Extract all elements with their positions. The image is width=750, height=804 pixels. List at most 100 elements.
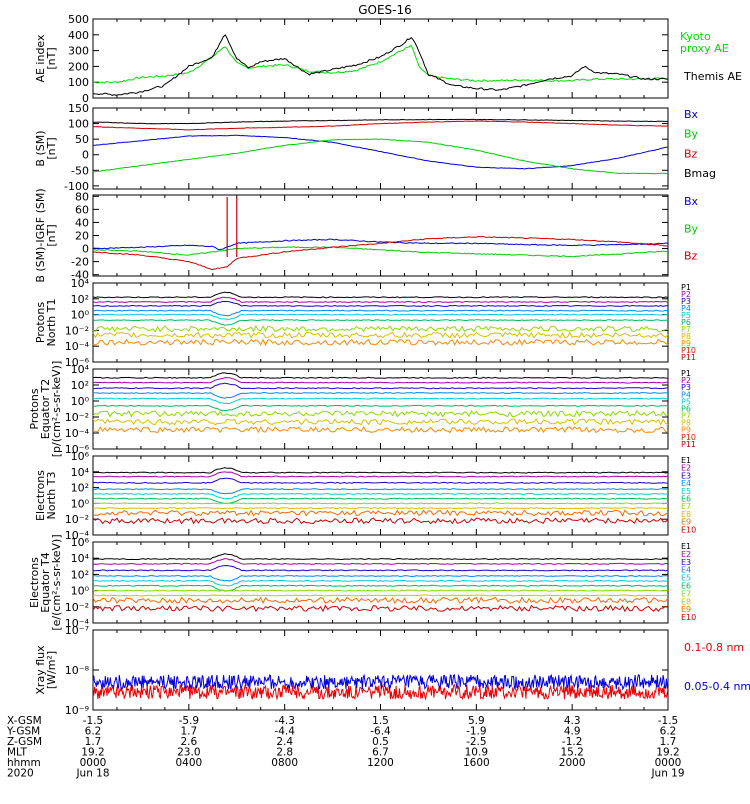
legend-p5: P5 [681, 397, 691, 406]
y-tick-label: 10⁻² [65, 601, 89, 614]
panel-frame [92, 629, 669, 711]
x-axis-value: 1.5 [372, 715, 389, 727]
x-axis-value: 2.8 [276, 747, 293, 759]
x-axis-value: 15.2 [560, 747, 583, 759]
legend-p7: P7 [681, 325, 691, 334]
legend-e3: E3 [681, 471, 691, 480]
legend-p8: P8 [681, 419, 691, 428]
y-tick-label: 10⁻⁴ [65, 529, 90, 542]
y-tick-label: 60 [75, 203, 89, 216]
series-e9 [92, 509, 669, 517]
x-axis-value: 2.6 [180, 736, 197, 748]
y-axis-label: B (SM) [34, 130, 47, 166]
legend-p8: P8 [681, 332, 691, 341]
series-themis-ae [92, 34, 669, 96]
series-bmag [93, 118, 669, 125]
y-tick-label: 10⁻⁴ [65, 617, 90, 630]
x-axis-row-label: MLT [7, 747, 27, 759]
x-axis-value: 6.2 [85, 726, 102, 738]
legend-e7: E7 [681, 502, 691, 511]
y-tick-label: 10² [71, 379, 89, 392]
series-p6 [92, 404, 669, 412]
y-tick-label: 10⁻⁶ [65, 356, 90, 369]
series-p9 [92, 338, 669, 347]
panel-frame [92, 368, 669, 450]
y-tick-label: 10⁻⁶ [65, 443, 90, 456]
y-tick-label: 10⁻² [65, 411, 89, 424]
legend-e4: E4 [681, 479, 691, 488]
y-tick-label: 10⁴ [71, 552, 90, 565]
x-axis-value: 1.7 [660, 736, 677, 748]
plot-title: GOES-16 [358, 3, 412, 17]
panel-xray: 10⁻⁷ 10⁻⁸ 10⁻⁹ Xray flux[W/m²] 0.1-0.8 nm 0.0… [34, 624, 750, 717]
y-tick-label: 10⁴ [71, 363, 90, 376]
legend-by: By [684, 128, 699, 141]
y-tick-label: 300 [68, 45, 89, 58]
series-e5 [92, 579, 669, 587]
legend-e9: E9 [681, 518, 691, 527]
y-tick-label: 10⁰ [71, 395, 90, 408]
y-axis-label: North T1 [45, 299, 58, 347]
y-tick-label: 10² [71, 293, 89, 306]
x-axis-row-label: 2020 [7, 768, 34, 780]
legend-e5: E5 [681, 487, 691, 496]
series-e1 [92, 553, 669, 561]
x-axis-table: X-GSMY-GSMZ-GSMMLThhmm2020-1.56.21.719.2… [6, 715, 685, 780]
y-tick-label: 10⁻² [65, 324, 89, 337]
series-e1 [92, 467, 669, 474]
x-axis-value: -6.4 [370, 726, 391, 738]
x-axis-value: 23.0 [177, 747, 200, 759]
panel-frame [92, 18, 669, 99]
series-kyoto-proxy-ae [92, 44, 669, 84]
series-p3 [92, 382, 669, 390]
panel-frame [92, 282, 669, 363]
panel-bsm: 150 100 50 0 -50 -100 B (SM)[nT] Bx By Bz Bmag [34, 102, 716, 193]
x-axis-value: 0000 [655, 757, 682, 769]
y-axis-label: [e/(cm²-s-sr-keV)] [50, 534, 63, 630]
x-axis-value: -4.4 [274, 726, 295, 738]
legend-p2: P2 [681, 290, 691, 299]
y-tick-label: 10⁻² [65, 513, 89, 526]
series-p7 [92, 325, 668, 333]
y-tick-label: 50 [75, 133, 89, 146]
legend-xray-0: 0.1-0.8 nm [684, 641, 744, 654]
legend-bmag: Bmag [684, 167, 716, 180]
series-by [92, 246, 669, 258]
series-p4 [92, 391, 669, 399]
y-tick-label: 20 [75, 230, 89, 243]
x-axis-value: -2.5 [466, 736, 487, 748]
x-axis-value: 1.7 [85, 736, 102, 748]
legend-e2: E2 [681, 550, 691, 559]
series-e6 [92, 584, 669, 592]
series-p7 [92, 409, 669, 418]
legend-p5: P5 [681, 311, 691, 320]
y-tick-label: 150 [68, 102, 89, 115]
x-axis-value: -1.5 [83, 715, 104, 727]
legend-p6: P6 [681, 318, 691, 327]
x-axis-value: 0800 [271, 757, 298, 769]
y-axis-label: [nT] [45, 137, 58, 159]
x-axis-value: -4.3 [274, 715, 295, 727]
series-p9 [92, 426, 669, 434]
y-tick-label: -20 [71, 256, 89, 269]
legend-p2: P2 [681, 376, 691, 385]
x-axis-value: 1600 [463, 757, 490, 769]
y-axis-label: North T3 [45, 472, 58, 520]
y-tick-label: 400 [68, 29, 89, 42]
legend-p9: P9 [681, 426, 691, 435]
y-tick-label: 10² [71, 482, 89, 495]
x-axis-row-label: hhmm [7, 757, 41, 769]
legend-xray-1: 0.05-0.4 nm [684, 680, 750, 693]
legend-bx: Bx [684, 108, 699, 121]
series-e7 [92, 589, 669, 592]
series-e6 [92, 497, 669, 505]
y-tick-label: 100 [68, 118, 89, 131]
legend-e10: E10 [681, 525, 696, 534]
series-bx [92, 134, 669, 170]
legend-p11: P11 [681, 353, 696, 362]
y-axis-label: [nT] [45, 47, 58, 69]
y-tick-label: 200 [68, 60, 89, 73]
